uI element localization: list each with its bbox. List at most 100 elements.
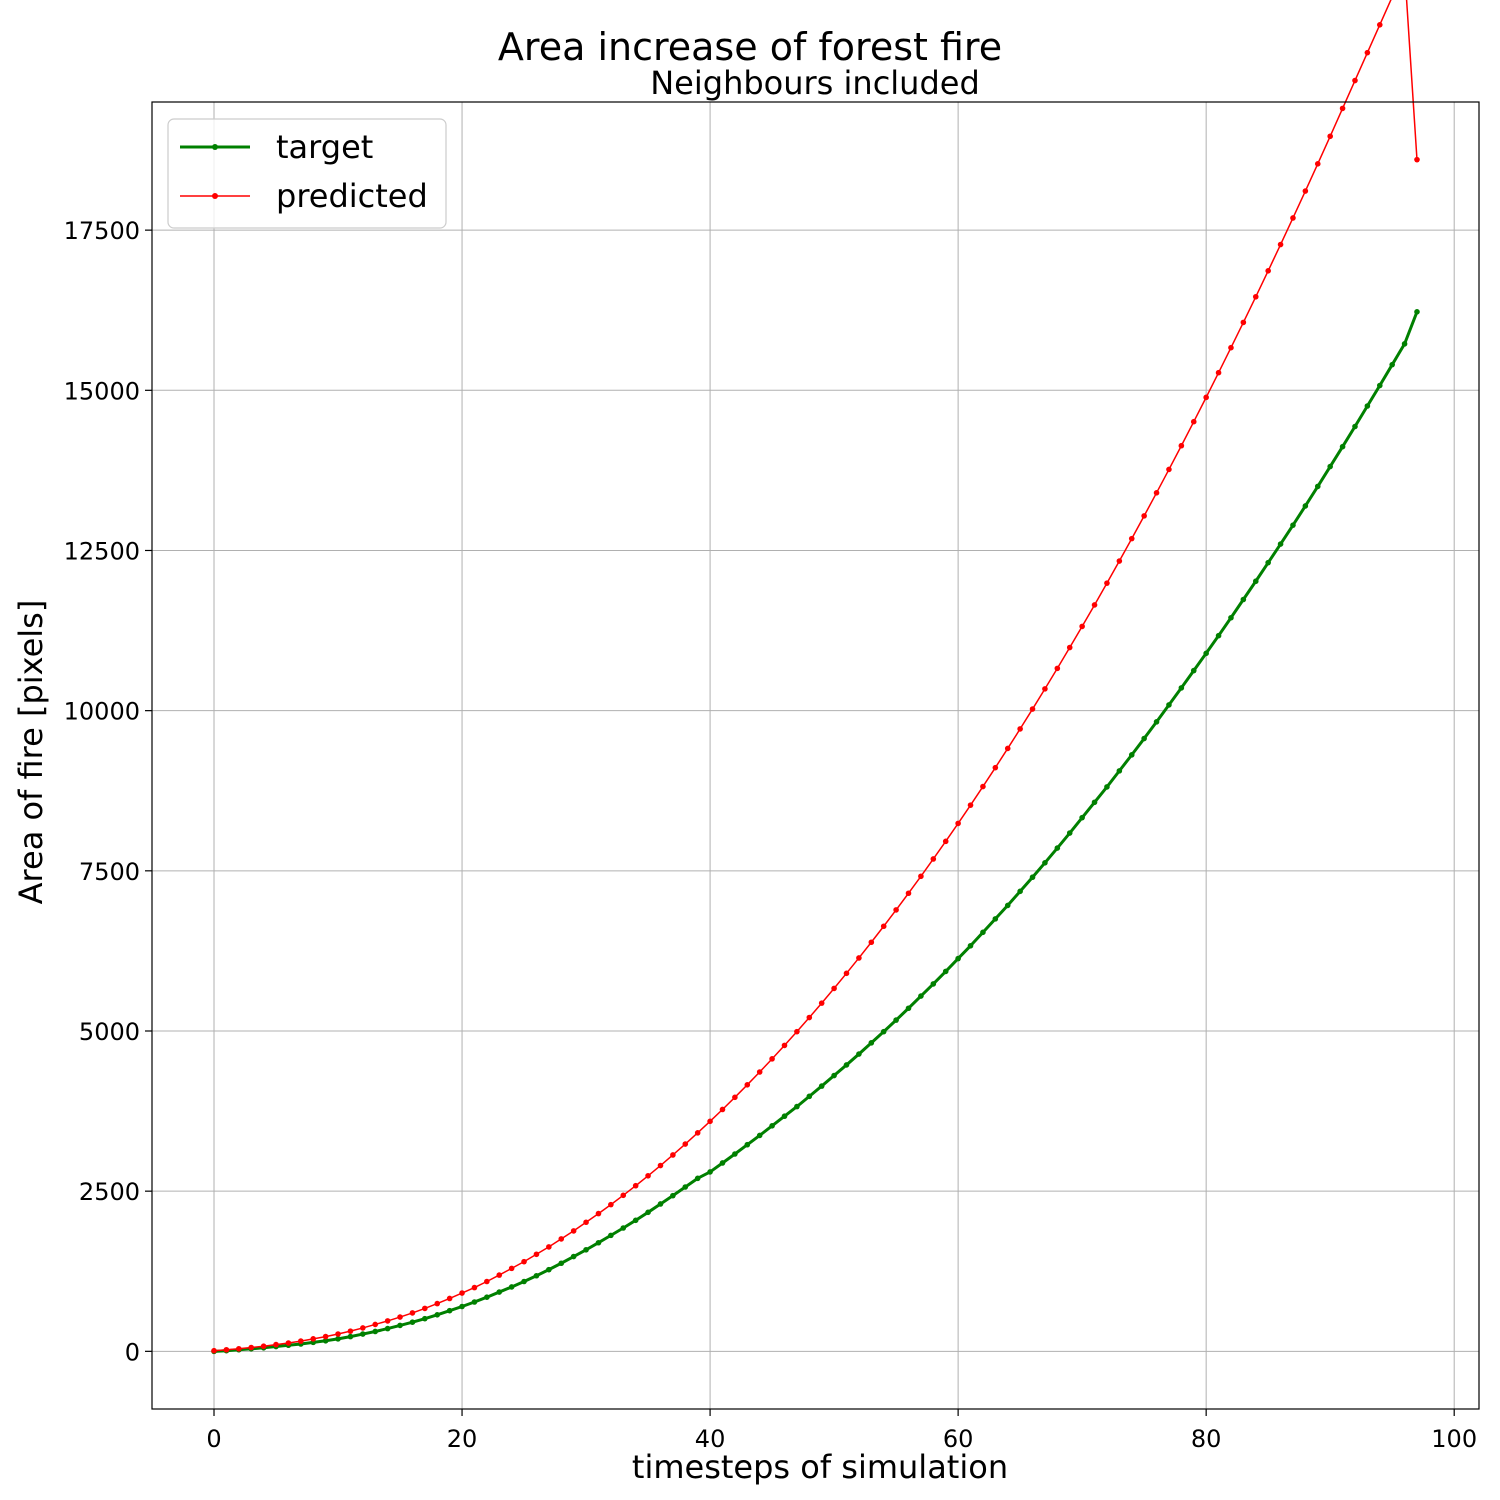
data-point-target: [744, 1141, 751, 1148]
data-point-predicted: [818, 1000, 825, 1006]
y-tick-label: 10000: [64, 698, 140, 726]
data-point-predicted: [694, 1130, 701, 1136]
data-point-predicted: [434, 1300, 441, 1307]
data-point-target: [1091, 799, 1098, 806]
data-point-predicted: [1079, 623, 1085, 630]
legend-label-predicted: predicted: [276, 177, 428, 215]
data-point-predicted: [868, 939, 875, 946]
data-point-target: [868, 1040, 875, 1046]
data-point-predicted: [236, 1345, 242, 1352]
data-point-predicted: [484, 1278, 490, 1285]
data-point-predicted: [744, 1082, 751, 1088]
data-point-predicted: [1017, 726, 1023, 732]
data-point-target: [756, 1132, 763, 1139]
data-point-target: [322, 1337, 329, 1344]
data-point-target: [471, 1299, 478, 1305]
data-point-predicted: [1141, 513, 1147, 519]
data-point-predicted: [1104, 580, 1110, 586]
data-point-predicted: [1364, 49, 1371, 56]
data-point-predicted: [459, 1290, 465, 1296]
data-point-target: [583, 1246, 589, 1253]
data-point-predicted: [1215, 369, 1222, 376]
data-point-predicted: [831, 985, 837, 992]
data-point-predicted: [955, 820, 961, 827]
data-point-target: [843, 1062, 850, 1068]
data-point-predicted: [843, 970, 850, 977]
data-point-target: [1240, 596, 1247, 603]
data-point-predicted: [645, 1172, 651, 1179]
data-point-target: [905, 1005, 912, 1012]
data-point-predicted: [471, 1284, 478, 1291]
data-point-target: [1166, 702, 1172, 708]
data-point-predicted: [372, 1321, 379, 1328]
axis-ticks: 0 20 40 60 80 100 0 2500 5000 7500 10000 12500 15000…: [64, 217, 1477, 1453]
data-point-predicted: [347, 1328, 354, 1334]
data-point-predicted: [397, 1314, 403, 1320]
data-point-target: [1178, 685, 1185, 691]
data-point-target: [1054, 845, 1061, 851]
data-point-target: [657, 1201, 664, 1207]
data-point-target: [732, 1151, 738, 1157]
data-point-predicted: [273, 1341, 279, 1348]
data-point-predicted: [1203, 394, 1209, 401]
data-point-target: [335, 1336, 341, 1342]
data-point-target: [1066, 830, 1073, 836]
data-point-target: [508, 1284, 515, 1290]
data-point-target: [1314, 483, 1321, 490]
data-point-predicted: [223, 1346, 230, 1353]
data-point-predicted: [1240, 319, 1247, 326]
data-point-target: [397, 1322, 403, 1329]
data-point-target: [434, 1312, 441, 1318]
data-point-predicted: [298, 1338, 304, 1344]
data-point-predicted: [508, 1265, 515, 1272]
data-point-target: [1153, 719, 1160, 725]
data-point-target: [1104, 784, 1110, 790]
data-point-target: [484, 1294, 490, 1300]
data-point-target: [769, 1123, 775, 1129]
legend-marker-predicted: [212, 193, 218, 199]
data-point-predicted: [769, 1056, 775, 1062]
data-point-target: [719, 1160, 726, 1166]
data-point-predicted: [806, 1014, 813, 1021]
data-point-target: [620, 1225, 627, 1231]
data-point-predicted: [1116, 558, 1123, 564]
data-point-predicted: [732, 1094, 738, 1101]
data-point-predicted: [1228, 344, 1234, 351]
data-point-target: [347, 1333, 354, 1340]
data-point-predicted: [980, 783, 986, 790]
data-point-target: [1190, 667, 1197, 674]
data-point-predicted: [1414, 156, 1420, 163]
data-point-target: [570, 1253, 577, 1260]
data-point-predicted: [1066, 644, 1073, 651]
data-point-predicted: [360, 1325, 366, 1331]
data-point-target: [1079, 814, 1085, 821]
data-point-predicted: [1153, 490, 1160, 496]
legend-label-target: target: [276, 128, 373, 166]
data-point-target: [1352, 423, 1358, 430]
data-point-predicted: [719, 1106, 726, 1113]
data-point-target: [1290, 522, 1296, 528]
data-point-target: [781, 1113, 788, 1120]
data-point-target: [794, 1103, 800, 1110]
data-point-predicted: [942, 838, 949, 845]
data-point-target: [918, 993, 924, 999]
data-point-target: [546, 1266, 552, 1273]
data-point-predicted: [1054, 665, 1061, 672]
y-tick-label: 12500: [64, 537, 140, 565]
data-point-predicted: [1376, 22, 1383, 28]
y-tick-label: 17500: [64, 217, 140, 245]
legend-marker-target: [212, 144, 218, 150]
data-point-target: [1389, 361, 1395, 368]
data-point-target: [1376, 382, 1383, 389]
data-point-predicted: [967, 802, 974, 808]
data-point-predicted: [781, 1042, 788, 1049]
data-point-target: [372, 1328, 379, 1335]
data-point-predicted: [446, 1295, 453, 1302]
data-point-predicted: [310, 1336, 317, 1342]
data-point-target: [1265, 559, 1271, 566]
y-tick-label: 15000: [64, 377, 140, 405]
data-point-target: [1339, 443, 1346, 450]
series-target: [211, 309, 1420, 1355]
